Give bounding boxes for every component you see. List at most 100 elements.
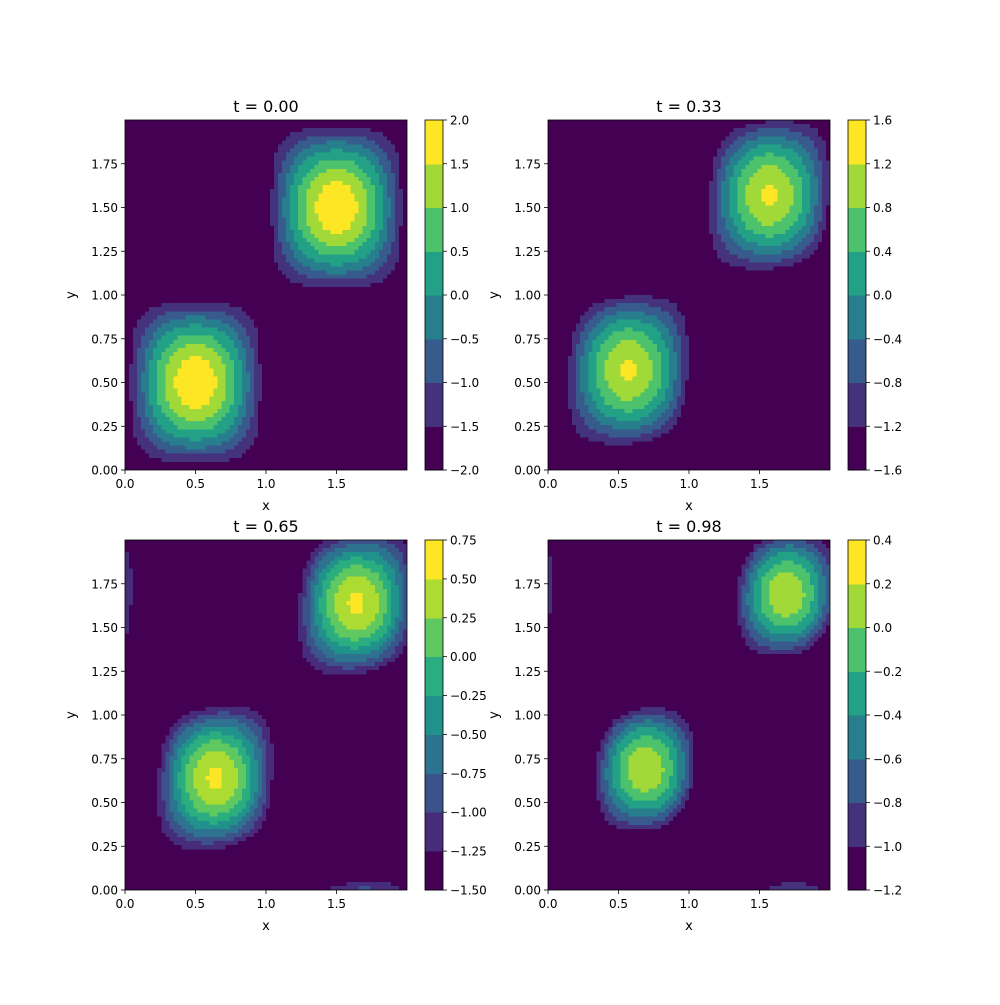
contour-cell — [318, 400, 323, 406]
contour-cell — [153, 140, 158, 146]
contour-cell — [257, 221, 263, 227]
contour-cell — [193, 193, 199, 198]
contour-cell — [193, 217, 199, 223]
contour-cell — [314, 262, 319, 268]
contour-cell — [350, 376, 356, 382]
contour-cell — [342, 164, 348, 170]
contour-cell — [145, 331, 150, 337]
contour-cell — [282, 433, 287, 439]
contour-cell — [314, 136, 319, 141]
contour-cell — [153, 315, 158, 321]
contour-cell — [133, 421, 138, 426]
contour-cell — [286, 164, 291, 170]
contour-cell — [221, 286, 227, 292]
contour-cell — [233, 136, 239, 141]
contour-cell — [233, 351, 239, 357]
contour-cell — [278, 327, 283, 333]
contour-cell — [354, 152, 360, 158]
contour-cell — [278, 144, 283, 150]
contour-cell — [165, 286, 170, 292]
contour-cell — [330, 262, 336, 268]
contour-cell — [350, 396, 356, 402]
contour-cell — [153, 413, 158, 418]
contour-cell — [270, 311, 275, 316]
contour-cell — [257, 408, 263, 414]
contour-cell — [270, 445, 275, 451]
contour-cell — [274, 461, 279, 467]
contour-cell — [209, 339, 215, 345]
contour-cell — [149, 225, 154, 231]
contour-cell — [193, 339, 199, 345]
contour-cell — [229, 461, 235, 467]
contour-cell — [249, 201, 255, 207]
contour-cell — [253, 193, 259, 198]
contour-cell — [278, 441, 283, 447]
contour-cell — [233, 372, 239, 377]
contour-cell — [225, 278, 231, 284]
contour-cell — [169, 136, 174, 141]
contour-cell — [225, 360, 231, 365]
contour-cell — [145, 205, 150, 211]
contour-cell — [225, 303, 231, 308]
contour-cell — [330, 400, 336, 406]
contour-cell — [157, 176, 162, 182]
contour-cell — [193, 205, 199, 211]
contour-cell — [177, 295, 182, 300]
contour-cell — [129, 242, 134, 247]
contour-cell — [298, 384, 303, 390]
contour-cell — [294, 160, 299, 166]
contour-cell — [354, 433, 360, 439]
contour-cell — [342, 274, 348, 280]
contour-cell — [310, 449, 315, 455]
contour-cell — [153, 176, 158, 182]
contour-cell — [169, 164, 174, 170]
contour-cell — [173, 233, 178, 239]
contour-cell — [137, 417, 142, 422]
contour-cell — [322, 189, 328, 194]
contour-cell — [326, 413, 332, 418]
contour-cell — [185, 168, 191, 174]
contour-cell — [201, 441, 207, 447]
contour-cell — [278, 457, 283, 463]
contour-cell — [237, 392, 243, 398]
contour-cell — [209, 229, 215, 235]
contour-cell — [318, 368, 323, 373]
contour-cell — [286, 221, 291, 227]
contour-cell — [237, 242, 243, 247]
contour-cell — [153, 213, 158, 219]
contour-cell — [201, 246, 207, 251]
contour-cell — [338, 351, 344, 357]
contour-cell — [310, 152, 315, 158]
contour-cell — [205, 384, 211, 390]
contour-cell — [338, 380, 344, 386]
contour-cell — [266, 368, 271, 373]
contour-cell — [201, 201, 207, 207]
contour-cell — [294, 205, 299, 211]
contour-cell — [209, 242, 215, 247]
contour-cell — [145, 388, 150, 394]
contour-cell — [133, 303, 138, 308]
contour-cell — [322, 164, 328, 170]
contour-cell — [257, 364, 263, 369]
contour-cell — [209, 246, 215, 251]
contour-cell — [326, 168, 332, 174]
contour-cell — [266, 144, 271, 150]
contour-cell — [354, 262, 360, 268]
contour-cell — [253, 449, 259, 455]
contour-cell — [274, 168, 279, 174]
contour-cell — [298, 388, 303, 394]
contour-cell — [221, 429, 227, 434]
contour-cell — [169, 225, 174, 231]
contour-cell — [257, 258, 263, 264]
contour-cell — [213, 445, 219, 451]
contour-cell — [169, 270, 174, 276]
contour-cell — [193, 421, 199, 426]
contour-cell — [261, 266, 267, 272]
contour-cell — [197, 335, 203, 341]
contour-cell — [133, 185, 138, 190]
contour-cell — [237, 380, 243, 386]
contour-cell — [286, 465, 291, 470]
contour-cell — [306, 181, 311, 186]
contour-cell — [266, 449, 271, 455]
contour-cell — [326, 209, 332, 215]
